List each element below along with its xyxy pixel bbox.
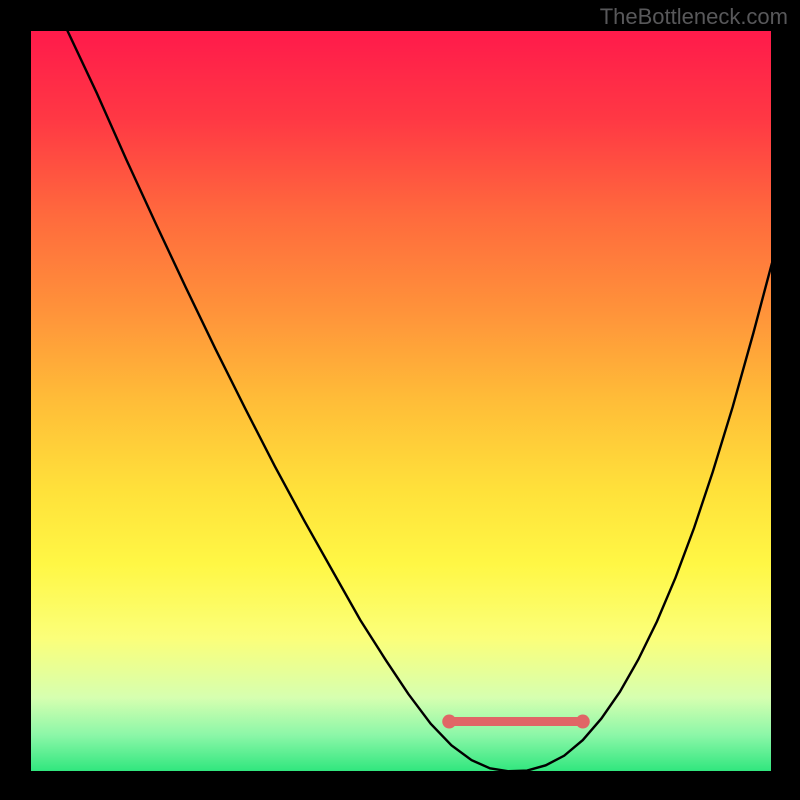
highlight-dot-left xyxy=(442,715,456,729)
chart-stage: TheBottleneck.com xyxy=(0,0,800,800)
highlight-dot-right xyxy=(576,715,590,729)
chart-svg xyxy=(0,0,800,800)
watermark-text: TheBottleneck.com xyxy=(600,4,788,30)
gradient-background xyxy=(30,30,772,772)
